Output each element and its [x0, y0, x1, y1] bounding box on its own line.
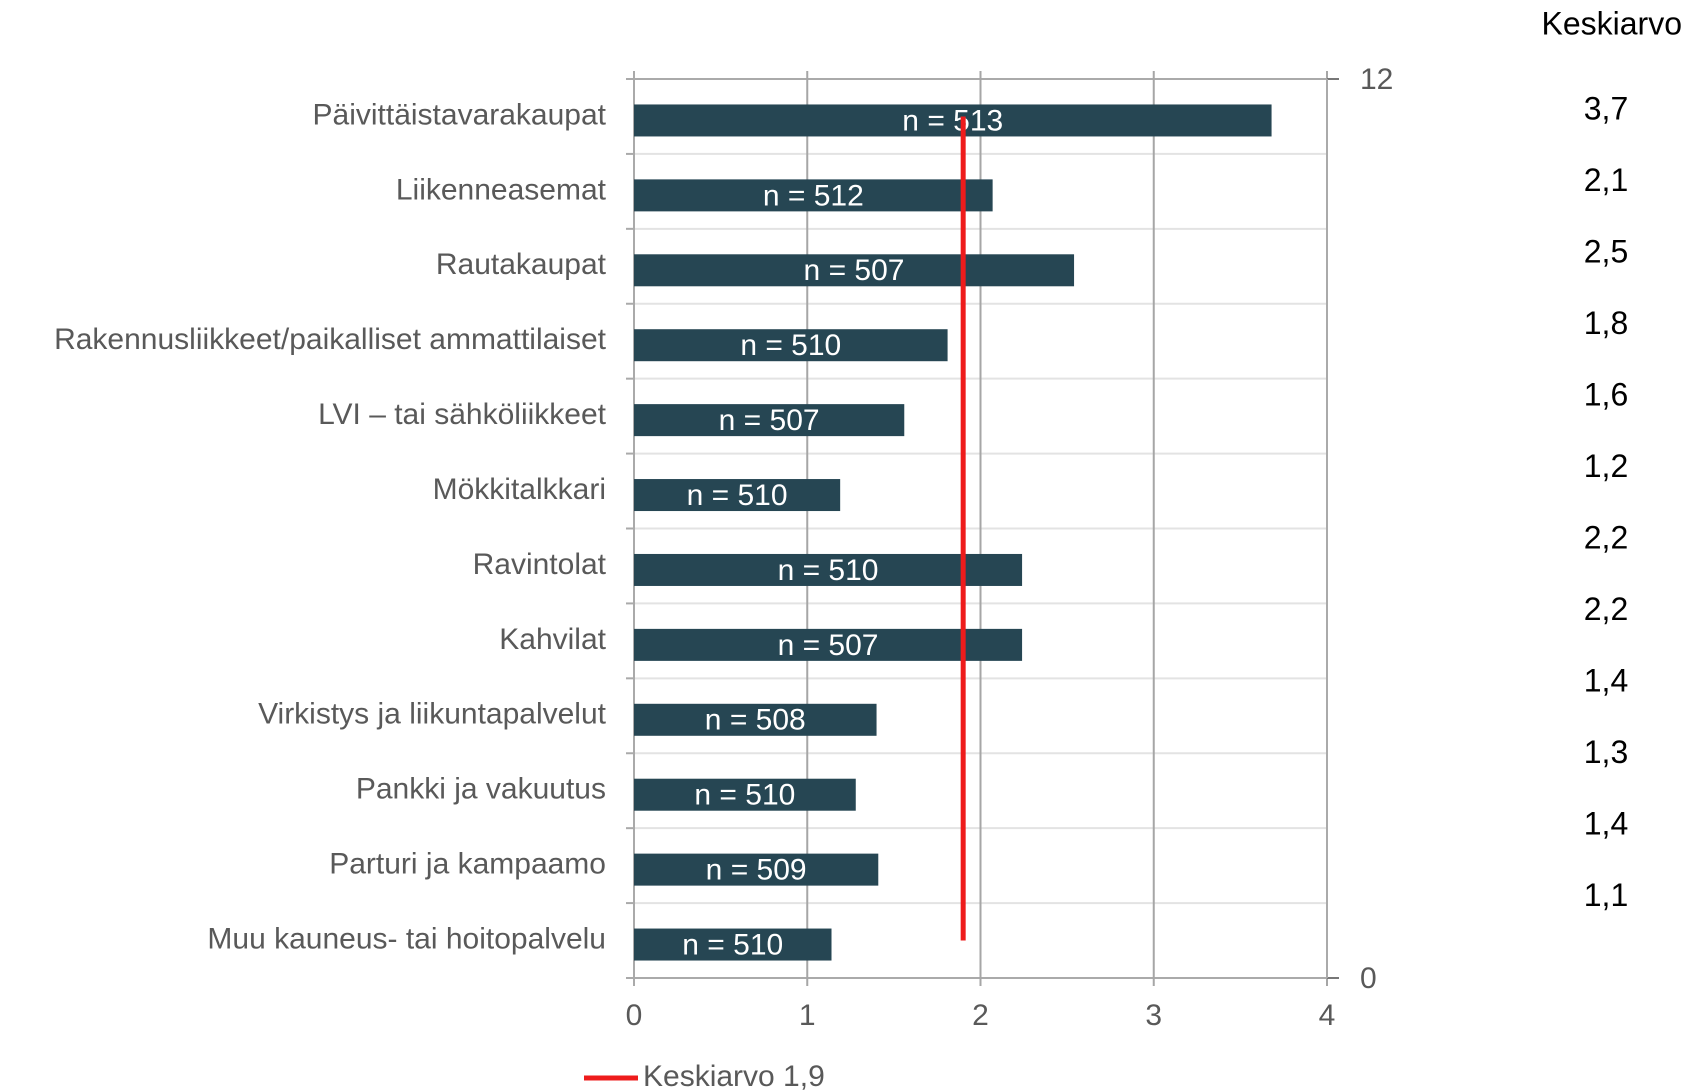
- bar: [634, 254, 1075, 287]
- value-label: 1,1: [1584, 877, 1628, 913]
- n-label: n = 507: [778, 629, 879, 662]
- category-label: Virkistys ja liikuntapalvelut: [258, 698, 607, 731]
- category-label: Rakennusliikkeet/paikalliset ammattilais…: [54, 323, 607, 356]
- category-label: LVI – tai sähköliikkeet: [318, 398, 607, 431]
- x-tick-label: 3: [1145, 999, 1162, 1032]
- value-label: 2,2: [1584, 519, 1628, 555]
- category-label: Liikenneasemat: [396, 173, 607, 206]
- x-tick-label: 1: [799, 999, 816, 1032]
- n-label: n = 513: [902, 104, 1003, 137]
- value-label: 2,5: [1584, 233, 1628, 269]
- x-tick-label: 4: [1319, 999, 1336, 1032]
- n-label: n = 507: [804, 254, 905, 287]
- value-label: 1,2: [1584, 448, 1628, 484]
- n-label: n = 509: [706, 854, 807, 887]
- x-tick-label: 0: [626, 999, 643, 1032]
- value-label: 3,7: [1584, 90, 1628, 126]
- bar: [634, 628, 1023, 661]
- n-label: n = 510: [740, 329, 841, 362]
- value-label: 2,1: [1584, 162, 1628, 198]
- bar: [634, 853, 879, 886]
- category-label: Pankki ja vakuutus: [356, 773, 606, 806]
- bar: [634, 553, 1023, 586]
- value-label: 1,3: [1584, 734, 1628, 770]
- bar: [634, 479, 841, 512]
- value-label: 2,2: [1584, 591, 1628, 627]
- legend-label: Keskiarvo 1,9: [643, 1060, 825, 1091]
- n-label: n = 510: [682, 928, 783, 961]
- category-label: Päivittäistavarakaupat: [313, 98, 607, 131]
- value-labels-title: Keskiarvo: [1542, 5, 1683, 41]
- category-label: Kahvilat: [499, 623, 606, 656]
- category-label: Mökkitalkkari: [433, 473, 606, 506]
- n-label: n = 510: [778, 554, 879, 587]
- x-tick-label: 2: [972, 999, 989, 1032]
- category-label: Rautakaupat: [436, 248, 607, 281]
- y2-tick-label: 0: [1360, 962, 1377, 995]
- value-label: 1,4: [1584, 805, 1628, 841]
- bar: [634, 104, 1272, 137]
- bar: [634, 404, 905, 437]
- n-label: n = 510: [694, 779, 795, 812]
- value-label: 1,8: [1584, 305, 1628, 341]
- category-label: Parturi ja kampaamo: [329, 848, 606, 881]
- value-label: 1,6: [1584, 376, 1628, 412]
- n-label: n = 508: [705, 704, 806, 737]
- category-label: Muu kauneus- tai hoitopalvelu: [207, 922, 606, 955]
- bar: [634, 179, 993, 212]
- y2-tick-label: 12: [1360, 63, 1393, 96]
- bar: [634, 329, 948, 362]
- n-label: n = 512: [763, 179, 864, 212]
- category-label: Ravintolat: [473, 548, 607, 581]
- bar: [634, 928, 832, 961]
- n-label: n = 507: [719, 404, 820, 437]
- value-label: 1,4: [1584, 662, 1628, 698]
- bar: [634, 778, 856, 811]
- n-label: n = 510: [687, 479, 788, 512]
- bar: [634, 703, 877, 736]
